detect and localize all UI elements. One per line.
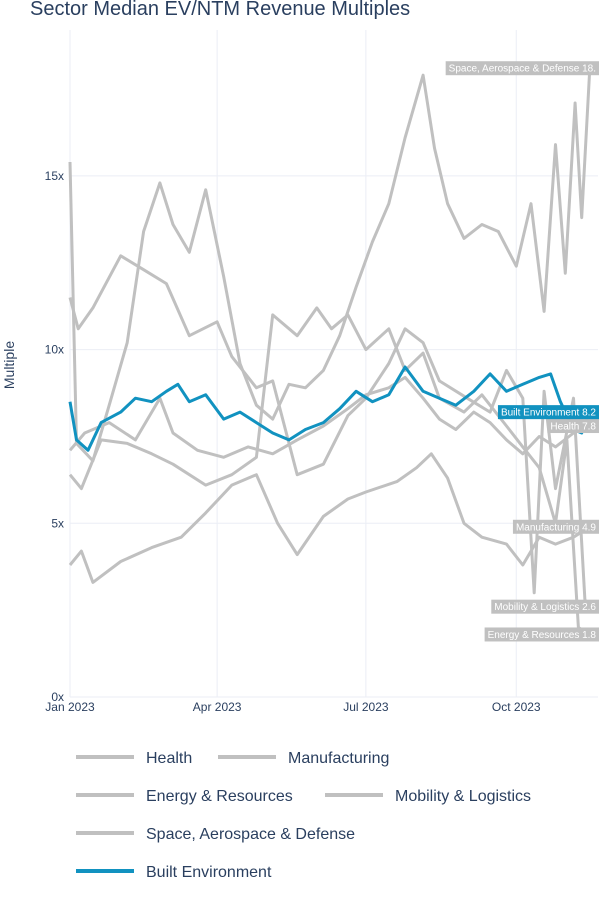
series-line-manufacturing [68,452,591,584]
end-labels: Health 7.8 Manufacturing 4.9 Energy & Reso… [445,61,599,642]
y-axis-ticks: 0x 5x 10x 15x [45,169,64,704]
end-label-box [547,419,599,434]
series-line-space-aerospace-defense [68,68,592,463]
y-tick-label: 5x [51,516,64,530]
legend-label: Space, Aerospace & Defense [146,826,355,843]
series-line-health [68,375,591,459]
end-label-box [484,627,599,642]
end-label: Manufacturing 4.9 [512,519,599,534]
end-label-text: Health 7.8 [550,422,596,433]
x-tick-label: Apr 2023 [193,700,242,714]
end-label-text: Energy & Resources 1.8 [488,630,597,641]
legend-label: Built Environment [146,864,272,881]
end-label: Built Environment 8.2 [497,405,599,420]
chart-grid [69,30,598,698]
legend-item[interactable]: Manufacturing [218,750,389,767]
end-label-text: Manufacturing 4.9 [516,522,596,533]
end-label-text: Mobility & Logistics 2.6 [494,602,596,613]
legend-item[interactable]: Space, Aerospace & Defense [76,826,355,843]
end-label: Mobility & Logistics 2.6 [491,599,599,614]
y-tick-label: 10x [45,343,64,357]
end-label-text: Space, Aerospace & Defense 18. [449,64,596,75]
legend-label: Mobility & Logistics [395,788,531,805]
y-tick-label: 15x [45,169,64,183]
legend-label: Manufacturing [288,750,389,767]
chart-legend: Health Manufacturing Energy & Resources Mob… [76,750,531,881]
end-label-text: Built Environment 8.2 [501,408,596,419]
legend-item[interactable]: Energy & Resources [76,788,293,805]
legend-label: Energy & Resources [146,788,293,805]
legend-item[interactable]: Built Environment [76,864,272,881]
series-line-energy-resources [68,306,591,636]
x-axis-ticks: Jan 2023 Apr 2023 Jul 2023 Oct 2023 [45,700,541,714]
end-label: Health 7.8 [547,419,599,434]
chart-title: Sector Median EV/NTM Revenue Multiples [30,0,410,20]
legend-item[interactable]: Mobility & Logistics [325,788,531,805]
end-label: Energy & Resources 1.8 [484,627,599,642]
x-tick-label: Jul 2023 [343,700,389,714]
end-label-box [497,405,599,420]
end-label-box [445,61,599,76]
end-label-box [512,519,599,534]
x-tick-label: Oct 2023 [492,700,541,714]
y-axis-title: Multiple [1,341,17,389]
plot-area [68,68,592,636]
end-label-box [491,599,599,614]
y-tick-label: 0x [51,690,64,704]
series-line-built-environment [68,365,592,452]
x-tick-label: Jan 2023 [45,700,95,714]
legend-label: Health [146,750,192,767]
end-label: Space, Aerospace & Defense 18. [445,61,599,76]
legend-item[interactable]: Health [76,750,192,767]
